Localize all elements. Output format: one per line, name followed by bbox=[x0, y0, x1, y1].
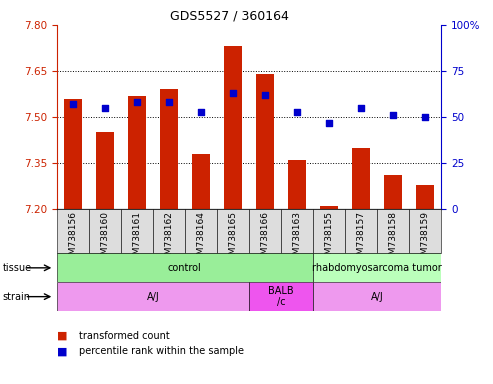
Text: A/J: A/J bbox=[371, 291, 384, 302]
Bar bbox=[57, 209, 89, 253]
Text: GSM738163: GSM738163 bbox=[292, 212, 302, 266]
Text: GSM738160: GSM738160 bbox=[100, 212, 109, 266]
Point bbox=[165, 99, 173, 106]
Text: GSM738166: GSM738166 bbox=[260, 212, 270, 266]
Bar bbox=[64, 99, 81, 209]
Point bbox=[69, 101, 77, 107]
Point bbox=[421, 114, 429, 120]
Text: control: control bbox=[168, 263, 202, 273]
Text: GSM738161: GSM738161 bbox=[132, 212, 141, 266]
Text: ■: ■ bbox=[57, 346, 67, 356]
Bar bbox=[377, 209, 409, 253]
Text: strain: strain bbox=[2, 291, 31, 302]
Bar bbox=[352, 148, 370, 209]
Text: ■: ■ bbox=[57, 331, 67, 341]
Bar bbox=[192, 154, 210, 209]
Bar bbox=[249, 282, 313, 311]
Bar bbox=[121, 209, 153, 253]
Text: GSM738165: GSM738165 bbox=[228, 212, 238, 266]
Point bbox=[325, 119, 333, 126]
Text: GSM738155: GSM738155 bbox=[324, 212, 334, 266]
Bar bbox=[385, 175, 402, 209]
Bar bbox=[57, 282, 249, 311]
Bar bbox=[313, 209, 345, 253]
Bar bbox=[217, 209, 249, 253]
Bar bbox=[160, 89, 177, 209]
Bar bbox=[313, 282, 441, 311]
Text: A/J: A/J bbox=[146, 291, 159, 302]
Point bbox=[197, 109, 205, 115]
Point bbox=[389, 112, 397, 118]
Text: GSM738164: GSM738164 bbox=[196, 212, 206, 266]
Text: GSM738158: GSM738158 bbox=[388, 212, 398, 266]
Point bbox=[261, 92, 269, 98]
Bar bbox=[345, 209, 377, 253]
Bar bbox=[57, 253, 313, 282]
Point bbox=[293, 109, 301, 115]
Bar bbox=[96, 132, 113, 209]
Bar bbox=[128, 96, 145, 209]
Text: GSM738162: GSM738162 bbox=[164, 212, 174, 266]
Bar bbox=[320, 206, 338, 209]
Bar bbox=[409, 209, 441, 253]
Text: percentile rank within the sample: percentile rank within the sample bbox=[79, 346, 244, 356]
Bar bbox=[288, 160, 306, 209]
Text: GSM738156: GSM738156 bbox=[68, 212, 77, 266]
Bar bbox=[417, 185, 434, 209]
Point bbox=[229, 90, 237, 96]
Text: GSM738159: GSM738159 bbox=[421, 212, 430, 266]
Bar bbox=[313, 253, 441, 282]
Bar bbox=[224, 46, 242, 209]
Bar bbox=[256, 74, 274, 209]
Text: BALB
/c: BALB /c bbox=[268, 286, 294, 308]
Text: rhabdomyosarcoma tumor: rhabdomyosarcoma tumor bbox=[312, 263, 442, 273]
Text: GDS5527 / 360164: GDS5527 / 360164 bbox=[170, 10, 289, 23]
Text: GSM738157: GSM738157 bbox=[356, 212, 366, 266]
Bar bbox=[249, 209, 281, 253]
Point bbox=[101, 105, 108, 111]
Text: transformed count: transformed count bbox=[79, 331, 170, 341]
Bar bbox=[185, 209, 217, 253]
Text: tissue: tissue bbox=[2, 263, 32, 273]
Bar bbox=[281, 209, 313, 253]
Bar bbox=[89, 209, 121, 253]
Point bbox=[357, 105, 365, 111]
Bar bbox=[153, 209, 185, 253]
Point bbox=[133, 99, 141, 106]
